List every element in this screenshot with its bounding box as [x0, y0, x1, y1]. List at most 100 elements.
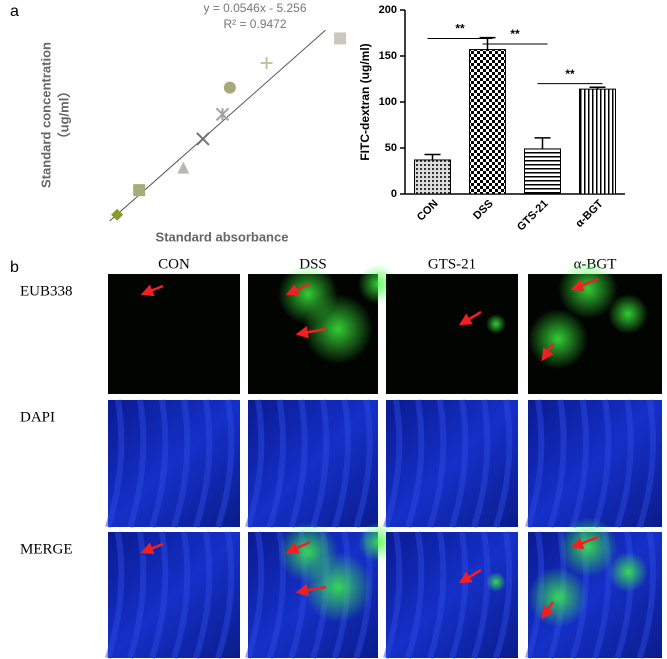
fluorescence [608, 552, 648, 592]
fluorescence [558, 259, 618, 319]
error-bar [589, 86, 606, 90]
panel-label: b [10, 259, 19, 276]
arrow [285, 540, 311, 554]
tissue-texture [245, 399, 265, 528]
fluorescence [558, 517, 618, 577]
x-axis-label: Standard absorbance [156, 229, 289, 244]
bar-chart: 0 50 100 150 200 FITC-dextran (ug/ml) CON DSS GT… [358, 4, 625, 234]
fluorescence [528, 567, 588, 627]
tissue-texture [105, 399, 125, 528]
tissue-texture [383, 399, 403, 528]
x-tick-label: CON [415, 198, 441, 224]
tissue-texture [149, 531, 169, 659]
y-tick-label: 150 [379, 50, 397, 62]
point [196, 132, 210, 146]
y-axis-label: FITC-dextran (ug/ml) [358, 43, 372, 160]
arrow [541, 601, 555, 620]
micrograph [108, 400, 240, 527]
significance-label: ** [510, 27, 520, 41]
tissue-texture [449, 531, 469, 659]
micrograph [386, 274, 518, 394]
y-tick-label: 50 [385, 142, 397, 154]
row-label: DAPI [20, 409, 55, 425]
y-axis-label: Standard concentration [38, 42, 53, 188]
tissue-texture [383, 531, 403, 659]
point [334, 32, 347, 45]
fluorescence [303, 552, 373, 622]
arrow [458, 568, 482, 584]
tissue-texture [449, 399, 469, 528]
tissue-texture [353, 399, 373, 528]
tissue-texture [149, 399, 169, 528]
tissue-texture [215, 399, 235, 528]
bar [469, 49, 506, 195]
tissue-texture [266, 399, 286, 528]
y-tick-label: 200 [379, 4, 397, 16]
tissue-texture [427, 399, 447, 528]
tissue-texture [245, 531, 265, 659]
fluorescence [303, 294, 373, 364]
micrograph [108, 274, 240, 394]
tissue-texture [405, 399, 425, 528]
tissue-texture [592, 399, 612, 528]
error-bar [534, 137, 551, 149]
tissue-texture [427, 531, 447, 659]
point [223, 81, 236, 94]
micrograph [108, 532, 240, 658]
tissue-texture [636, 531, 656, 659]
arrow [140, 542, 164, 555]
fluorescence [528, 309, 588, 369]
tissue-texture [127, 399, 147, 528]
point [260, 57, 273, 70]
tissue-texture [493, 531, 513, 659]
tissue-texture [105, 531, 125, 659]
arrow [285, 282, 311, 296]
row-label: MERGE [20, 541, 73, 557]
column-label: CON [158, 256, 190, 272]
significance-label: ** [455, 22, 465, 36]
tissue-texture [193, 531, 213, 659]
point [133, 184, 146, 197]
tissue-texture [614, 399, 634, 528]
micrograph [528, 400, 662, 527]
significance-label: ** [565, 67, 575, 81]
annotation: R² = 0.9472 [223, 17, 286, 31]
point [111, 208, 124, 221]
y-tick-label: 0 [391, 188, 397, 200]
tissue-texture [525, 399, 545, 528]
tissue-texture [405, 531, 425, 659]
arrow [458, 310, 482, 326]
tissue-texture [493, 399, 513, 528]
panel-label: a [10, 3, 19, 20]
tissue-texture [636, 399, 656, 528]
y-tick-label: 100 [379, 96, 397, 108]
fit-line [109, 29, 326, 222]
tissue-texture [614, 531, 634, 659]
point [215, 107, 230, 122]
point [177, 161, 190, 174]
x-tick-label: GTS-21 [515, 198, 551, 234]
arrow [140, 284, 164, 297]
tissue-texture [193, 399, 213, 528]
arrow [541, 343, 555, 362]
tissue-texture [215, 531, 235, 659]
arrow [295, 326, 327, 339]
row-label: EUB338 [20, 283, 73, 299]
fluorescence [608, 294, 648, 334]
bar [524, 148, 561, 195]
bar [579, 88, 616, 195]
bar [414, 159, 451, 195]
fluorescence [486, 572, 506, 592]
fluorescence [486, 314, 506, 334]
arrow [570, 277, 599, 292]
micrograph [386, 532, 518, 658]
annotation: y = 0.0546x - 5.256 [203, 1, 306, 15]
x-tick-label: α-BGT [573, 198, 605, 230]
tissue-texture [569, 399, 589, 528]
tissue-texture [471, 531, 491, 659]
arrow [295, 584, 327, 597]
tissue-texture [310, 399, 330, 528]
tissue-texture [171, 531, 191, 659]
